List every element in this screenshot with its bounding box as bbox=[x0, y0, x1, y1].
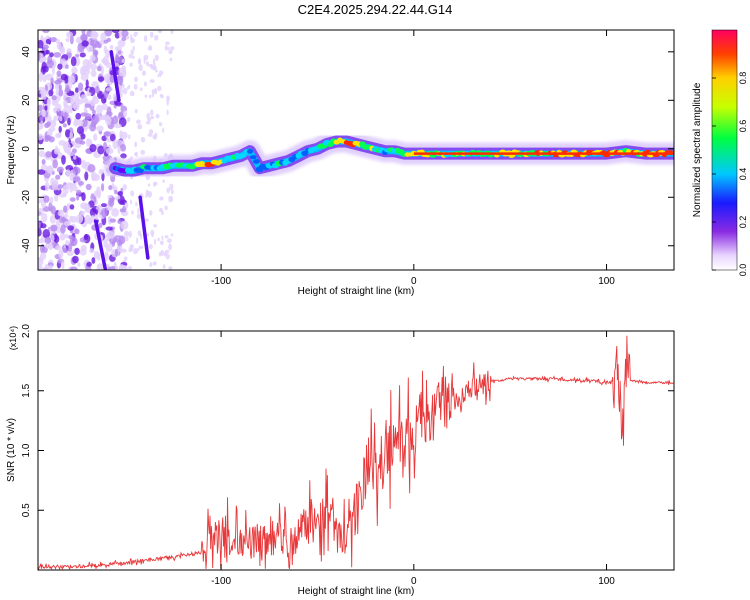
spectrogram-x-label: Height of straight line (km) bbox=[298, 286, 415, 297]
snr-line bbox=[38, 335, 674, 570]
colorbar-tick-label: 0.0 bbox=[738, 264, 748, 277]
snr-y-tick-label: 0.5 bbox=[21, 503, 32, 517]
ridge-point bbox=[249, 155, 257, 160]
figure-title: C2E4.2025.294.22.44.G14 bbox=[298, 2, 453, 17]
spectrogram-y-tick-label: 0 bbox=[21, 146, 32, 152]
snr-plot-area bbox=[38, 331, 674, 570]
spectrogram-panel: -100 0 100 -40 -20 0 20 40 Height of straight l… bbox=[6, 29, 675, 297]
colorbar-gradient bbox=[711, 29, 738, 271]
colorbar-label: Normalized spectral amplitude bbox=[692, 82, 703, 217]
ridge-point bbox=[240, 153, 247, 158]
snr-x-tick-label: 0 bbox=[411, 576, 417, 587]
colorbar-tick-label: 0.8 bbox=[738, 72, 748, 85]
colorbar: 0.0 0.2 0.4 0.6 0.8 Normalized spectral ampl… bbox=[692, 29, 748, 277]
ridge-point bbox=[246, 148, 254, 154]
low-amplitude-speckle bbox=[38, 30, 175, 270]
spectrogram-frame bbox=[37, 29, 675, 271]
snr-x-label: Height of straight line (km) bbox=[298, 586, 415, 597]
spectrogram-x-tick-label: -100 bbox=[211, 276, 231, 287]
ridge-point bbox=[253, 158, 260, 164]
spectral-streak bbox=[138, 195, 150, 260]
snr-x-tick-label: 100 bbox=[598, 576, 615, 587]
spectrogram-y-tick-label: -20 bbox=[21, 190, 32, 205]
spectrogram-y-tick-label: -40 bbox=[21, 238, 32, 253]
spectrogram-y-label: Frequency (Hz) bbox=[6, 116, 17, 185]
spectrogram-x-tick-label: 100 bbox=[598, 276, 615, 287]
colorbar-tick-label: 0.2 bbox=[738, 216, 748, 229]
snr-y-label: SNR (10 * v/v) bbox=[6, 418, 17, 482]
spectrogram-x-tick-label: 0 bbox=[411, 276, 417, 287]
spectral-streak bbox=[94, 219, 108, 270]
colorbar-tick-label: 0.6 bbox=[738, 120, 748, 133]
snr-y-tick-label: 1.0 bbox=[21, 443, 32, 457]
snr-y-tick-label: 1.5 bbox=[21, 383, 32, 397]
spectrogram-y-tick-label: 40 bbox=[21, 46, 32, 58]
snr-x-tick-label: -100 bbox=[211, 576, 231, 587]
spectrogram-y-tick-label: 20 bbox=[21, 94, 32, 106]
colorbar-tick-label: 0.4 bbox=[738, 168, 748, 181]
snr-panel: -100 0 100 0.5 1.0 1.5 2.0 Height of straight … bbox=[6, 324, 675, 597]
spectral-streak bbox=[109, 50, 121, 103]
snr-y-tick-label: 2.0 bbox=[21, 324, 32, 338]
snr-y-multiplier: (x10⁴) bbox=[8, 326, 18, 350]
